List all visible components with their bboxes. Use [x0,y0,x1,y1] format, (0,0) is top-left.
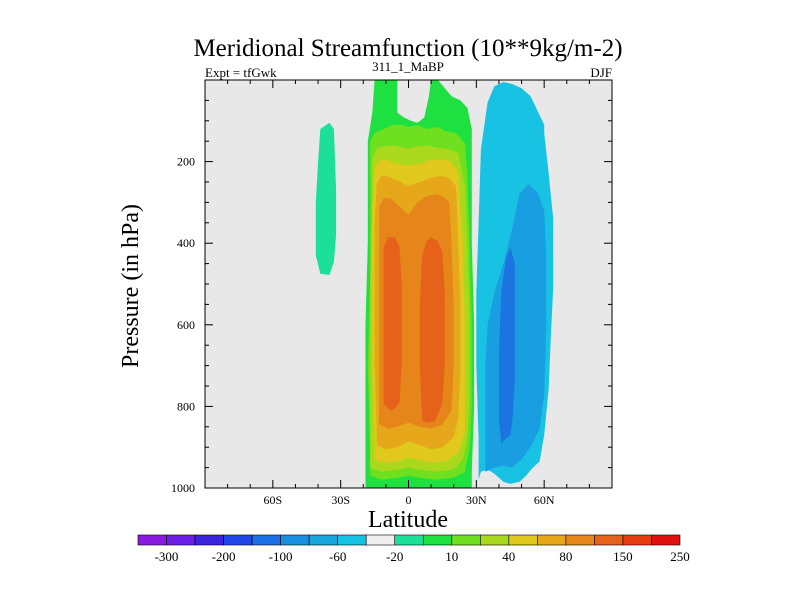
x-tick-label: 60N [534,493,555,507]
colorbar-swatch [166,534,196,546]
period-label: 311_1_MaBP [372,59,444,74]
colorbar-swatch [394,534,424,546]
contour-fills [315,80,554,488]
colorbar-swatch [651,534,681,546]
x-tick-label: 0 [406,493,412,507]
colorbar-swatch [451,534,481,546]
colorbar-swatch [280,534,310,546]
colorbar-swatch [337,534,367,546]
contour-region-main-cell-redorange [383,237,402,411]
colorbar-label: -20 [386,549,403,564]
colorbar-swatch [223,534,253,546]
colorbar-label: -100 [269,549,293,564]
colorbar-label: 150 [613,549,633,564]
contour-region-sh-weak-cell [315,122,337,275]
x-tick-label: 60S [263,493,282,507]
y-tick-label: 200 [177,155,195,169]
colorbar: -300 -200 -100 -60 -20 10 40 80 150 250 [137,534,690,564]
y-axis-title: Pressure (in hPa) [118,204,144,368]
colorbar-swatch [508,534,538,546]
colorbar-swatch [565,534,595,546]
colorbar-swatch [194,534,224,546]
colorbar-swatch [480,534,510,546]
y-tick-label: 1000 [171,481,195,495]
x-tick-label: 30N [466,493,487,507]
season-label: DJF [590,65,612,80]
colorbar-swatch [422,534,453,546]
colorbar-swatch [251,534,281,546]
colorbar-label: 40 [502,549,515,564]
experiment-label: Expt = tfGwk [205,65,277,80]
colorbar-swatch [594,534,624,546]
colorbar-label: 250 [670,549,690,564]
colorbar-label: -200 [212,549,236,564]
colorbar-label: -60 [329,549,346,564]
y-tick-label: 800 [177,399,195,413]
colorbar-swatch [137,534,167,546]
colorbar-swatch [365,534,396,546]
chart-title: Meridional Streamfunction (10**9kg/m-2) [193,35,622,62]
contour-region-main-cell-redorange-2 [419,237,445,423]
colorbar-swatch [537,534,567,546]
y-tick-label: 600 [177,318,195,332]
colorbar-label: 10 [445,549,458,564]
y-tick-label: 400 [177,236,195,250]
colorbar-swatch [622,534,652,546]
colorbar-label: -300 [155,549,179,564]
colorbar-swatch [308,534,338,546]
colorbar-label: 80 [559,549,572,564]
contour-region-nh-blue-core [498,247,515,444]
contour-region-upper-gap-white [401,80,427,115]
x-axis-title: Latitude [368,507,448,533]
x-tick-label: 30S [331,493,350,507]
axes: 60S 30S 0 30N 60N 200 400 600 800 1000 [171,79,613,507]
